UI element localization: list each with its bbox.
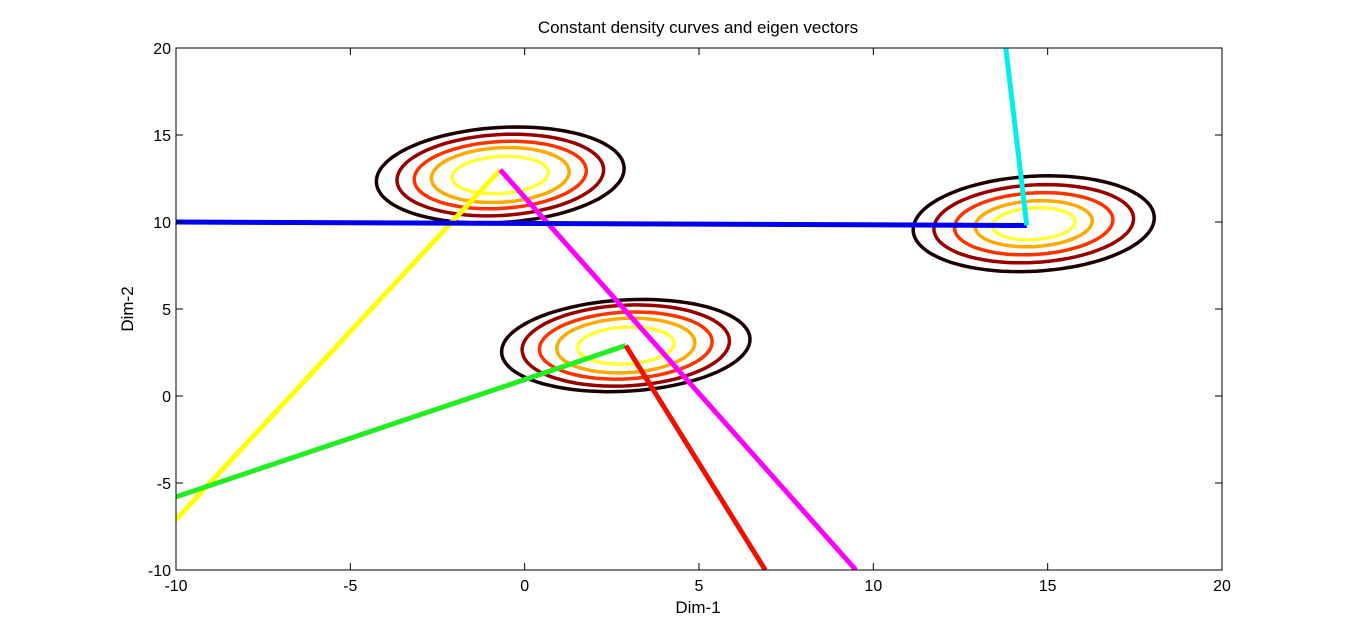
density-contour-2-1 <box>973 198 1095 249</box>
x-axis-label: Dim-1 <box>675 598 720 617</box>
eigen-vector-1 <box>498 168 858 570</box>
y-axis-label: Dim-2 <box>118 286 137 331</box>
density-contour-1-4 <box>499 297 752 394</box>
density-contour-2-3 <box>932 182 1136 265</box>
x-tick-label: 20 <box>1213 578 1231 595</box>
density-contour-0-0 <box>450 154 551 196</box>
y-tick-label: 5 <box>162 302 171 319</box>
eigen-vector-3 <box>623 344 768 570</box>
y-tick-label: 0 <box>162 389 171 406</box>
x-tick-label: 15 <box>1039 578 1057 595</box>
x-tick-label: 5 <box>695 578 704 595</box>
density-contour-2-0 <box>990 205 1077 242</box>
chart-title: Constant density curves and eigen vector… <box>538 18 858 37</box>
plot-frame <box>175 47 1223 571</box>
plot-area <box>176 48 1157 570</box>
y-tick-label: -10 <box>148 563 171 580</box>
y-tick-label: 10 <box>153 215 171 232</box>
y-tick-label: 20 <box>153 41 171 58</box>
eigen-vector-5 <box>1003 48 1030 226</box>
x-tick-label: 10 <box>864 578 882 595</box>
x-tick-label: -5 <box>343 578 357 595</box>
density-contour-1-1 <box>554 316 697 375</box>
eigen-vector-2 <box>176 343 627 500</box>
x-tick-label: 0 <box>520 578 529 595</box>
density-contour-1-3 <box>520 303 732 388</box>
y-tick-label: 15 <box>153 128 171 145</box>
axis-ticks: -10 -5 0 5 10 15 20 -10 -5 0 5 10 15 20 <box>148 41 1231 595</box>
density-contour-0-2 <box>412 139 589 211</box>
y-tick-label: -5 <box>157 476 171 493</box>
density-contour-2-4 <box>911 174 1157 274</box>
density-contour-0-1 <box>429 145 571 205</box>
eigen-vector-0 <box>176 168 503 522</box>
density-contour-0-3 <box>395 132 606 218</box>
x-tick-label: -10 <box>164 578 187 595</box>
density-contour-2-2 <box>952 190 1115 257</box>
eigen-vector-4 <box>176 219 1027 228</box>
density-contour-0-4 <box>374 125 626 225</box>
